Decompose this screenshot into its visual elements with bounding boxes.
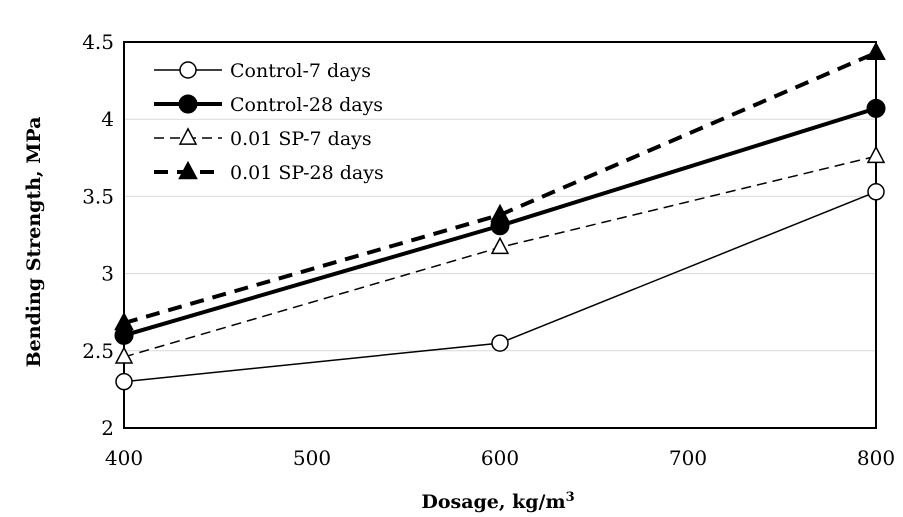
- x-tick-label-600: 600: [481, 446, 519, 470]
- x-axis-title-superscript: 3: [566, 490, 575, 505]
- x-axis-title-main: Dosage, kg/m: [421, 491, 565, 513]
- data-point-control-7-days-800: [867, 183, 885, 201]
- x-tick-label-500: 500: [293, 446, 331, 470]
- legend-label-0-01-sp-7-days: 0.01 SP-7 days: [230, 128, 372, 150]
- data-point-control-28-days-800: [866, 98, 886, 118]
- y-tick-label-3.5: 3.5: [82, 184, 114, 208]
- data-point-control-7-days-400: [115, 372, 133, 391]
- data-point-0-01-sp-28-days-600: [490, 203, 510, 223]
- y-tick-label-3: 3: [101, 262, 114, 286]
- y-tick-label-2.5: 2.5: [82, 339, 114, 363]
- plot-area-frame: [123, 41, 877, 429]
- legend-marker-control-7-days: [179, 61, 197, 79]
- data-point-0-01-sp-7-days-800: [866, 145, 886, 164]
- x-tick-label-800: 800: [857, 446, 895, 470]
- tick-labels: 2 2.5 3 3.5 4 4.5 400 500 600 700 800: [82, 30, 895, 470]
- legend-entry-control-28-days: Control-28 days: [154, 94, 383, 116]
- series-0-01-sp-7-days: [114, 145, 886, 364]
- legend-marker-0-01-sp-28-days: [178, 160, 198, 180]
- y-axis-title: Bending Strength, MPa: [23, 117, 45, 368]
- legend-label-control-7-days: Control-7 days: [230, 60, 371, 82]
- y-tick-label-2: 2: [101, 416, 114, 440]
- legend-entry-control-7-days: Control-7 days: [154, 60, 371, 82]
- x-tick-label-700: 700: [669, 446, 707, 470]
- y-tick-label-4: 4: [101, 107, 114, 131]
- data-point-0-01-sp-28-days-800: [866, 41, 886, 61]
- data-point-0-01-sp-7-days-600: [490, 236, 510, 255]
- legend-entry-0-01-sp-28-days: 0.01 SP-28 days: [154, 160, 384, 184]
- series-control-7-days: [115, 183, 885, 391]
- y-tick-label-4.5: 4.5: [82, 30, 114, 54]
- legend-label-0-01-sp-28-days: 0.01 SP-28 days: [230, 162, 384, 184]
- axes: [123, 41, 877, 429]
- legend-label-control-28-days: Control-28 days: [230, 94, 383, 116]
- series-0-01-sp-28-days: [114, 41, 886, 331]
- legend-marker-0-01-sp-7-days: [178, 127, 198, 145]
- x-axis-title: Dosage, kg/m3: [421, 490, 574, 513]
- legend-entry-0-01-sp-7-days: 0.01 SP-7 days: [154, 127, 372, 150]
- series-lines: [114, 41, 886, 391]
- x-tick-label-400: 400: [105, 446, 143, 470]
- data-point-0-01-sp-7-days-400: [114, 346, 134, 364]
- legend-marker-control-28-days: [178, 94, 198, 114]
- data-point-0-01-sp-28-days-400: [114, 311, 134, 331]
- data-point-control-7-days-600: [491, 334, 509, 352]
- legend: Control-7 days Control-28 days 0.01 SP-7 d…: [154, 60, 384, 184]
